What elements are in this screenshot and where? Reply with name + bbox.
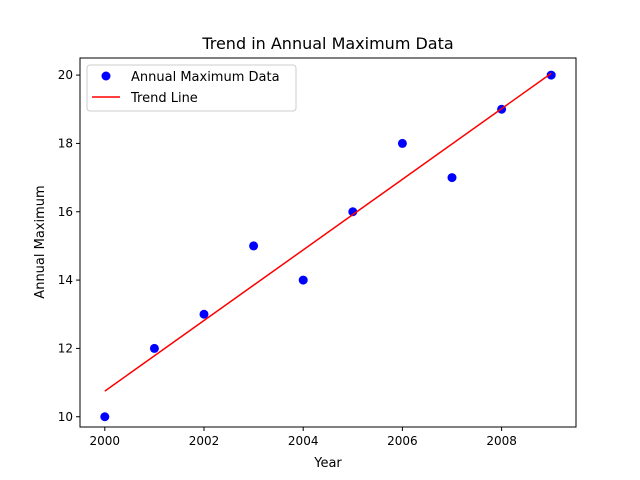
y-tick-label: 16 — [58, 205, 73, 219]
y-axis-label: Annual Maximum — [33, 185, 48, 298]
y-tick-label: 10 — [58, 410, 73, 424]
plot-layer — [100, 70, 556, 422]
y-tick-label: 14 — [58, 273, 73, 287]
legend-box — [86, 64, 297, 112]
x-tick-label: 2006 — [387, 434, 418, 448]
y-axis: 10 12 14 16 18 20 — [58, 68, 80, 424]
x-axis: 2000 2002 2004 2006 2008 — [90, 427, 517, 448]
x-tick-label: 2004 — [288, 434, 319, 448]
data-point — [199, 309, 209, 319]
chart-title: Trend in Annual Maximum Data — [201, 34, 453, 53]
y-tick-label: 12 — [58, 341, 73, 355]
legend: Annual Maximum Data Trend Line — [86, 64, 297, 112]
data-point — [249, 241, 259, 251]
data-point — [348, 207, 358, 217]
data-point — [298, 275, 308, 285]
legend-label-scatter: Annual Maximum Data — [131, 70, 280, 85]
trend-line — [104, 72, 552, 392]
data-point — [100, 412, 110, 422]
x-axis-label: Year — [313, 456, 342, 471]
data-point — [447, 173, 457, 183]
y-tick-label: 20 — [58, 68, 73, 82]
legend-marker-scatter — [101, 71, 111, 81]
data-point — [546, 70, 556, 80]
data-point — [397, 138, 407, 148]
plot-frame — [79, 57, 577, 428]
x-tick-label: 2008 — [486, 434, 517, 448]
x-tick-label: 2000 — [90, 434, 121, 448]
data-point — [149, 343, 159, 353]
x-tick-label: 2002 — [189, 434, 220, 448]
legend-label-line: Trend Line — [130, 91, 198, 106]
y-tick-label: 18 — [58, 136, 73, 150]
